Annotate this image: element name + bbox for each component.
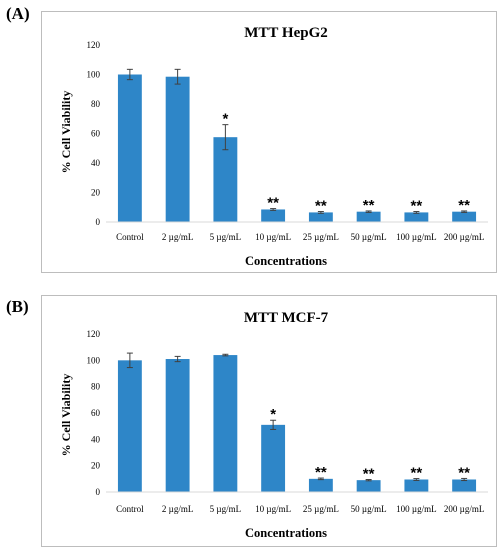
chart-frame [41,295,497,547]
error-bar [222,124,229,151]
y-tick-label: 60 [91,408,101,418]
chart-title: MTT HepG2 [244,25,327,41]
error-bar [126,68,133,81]
category-label: 5 µg/mL [210,504,241,514]
significance-marker: ** [363,197,375,214]
y-axis-label: % Cell Viability [59,91,73,174]
category-label: 50 µg/mL [351,504,387,514]
bar [452,211,477,222]
y-tick-label: 20 [91,461,101,471]
y-tick-label: 80 [91,99,101,109]
error-bar [126,352,133,369]
error-bar [461,210,468,213]
bar [452,479,477,492]
significance-marker: ** [411,465,423,482]
error-bar [461,477,468,482]
y-tick-label: 20 [91,188,101,198]
significance-marker: ** [267,195,279,212]
category-label: 5 µg/mL [210,232,241,242]
error-bar [317,211,324,214]
y-tick-label: 0 [96,487,101,497]
category-label: 10 µg/mL [255,232,291,242]
error-bar [174,68,181,85]
significance-markers: *** ** ** ** [270,406,470,482]
significance-marker: ** [363,465,375,482]
error-bar [365,210,372,213]
category-labels: Control 2 µg/mL 5 µg/mL 10 µg/mL 25 µg/mL 50 … [116,504,484,514]
category-label: 50 µg/mL [351,232,387,242]
y-tick-label: 80 [91,382,101,392]
y-tick-label: 0 [96,217,101,227]
bar [356,480,381,492]
bar [308,478,333,492]
category-label: 200 µg/mL [444,232,484,242]
bar [404,212,429,222]
bar [165,76,190,223]
category-labels: Control 2 µg/mL 5 µg/mL 10 µg/mL 25 µg/mL 50 … [116,232,484,242]
y-tick-label: 60 [91,129,101,139]
y-tick-label: 120 [87,40,101,50]
category-label: 10 µg/mL [255,504,291,514]
category-label: Control [116,504,144,514]
bar [356,211,381,222]
y-tick-label: 100 [87,355,101,365]
category-label: 25 µg/mL [303,504,339,514]
error-bars [126,352,468,482]
bars [117,355,477,492]
category-label: 100 µg/mL [396,232,436,242]
category-label: 25 µg/mL [303,232,339,242]
significance-marker: ** [411,198,423,215]
significance-marker: ** [315,464,327,481]
y-tick-label: 40 [91,158,101,168]
chart-frame [41,11,497,273]
x-axis-label: Concentrations [245,254,327,268]
y-axis-ticks: 0 20 40 60 80 100 120 [87,40,101,227]
error-bar [317,477,324,481]
significance-marker: * [222,111,228,128]
category-label: 200 µg/mL [444,504,484,514]
error-bar [270,208,277,211]
bars [117,74,477,223]
y-axis-ticks: 0 20 40 60 80 100 120 [87,329,101,497]
significance-marker: ** [458,197,470,214]
chart-hepg2: MTT HepG2 % Cell Viability Concentration… [41,11,497,273]
error-bar [222,353,229,357]
bar [404,479,429,492]
significance-marker: * [270,406,276,423]
panel-label-b: (B) [6,297,29,316]
chart-mcf7: MTT MCF-7 % Cell Viability Concentration… [41,295,497,547]
significance-marker: ** [315,198,327,215]
error-bar [174,355,181,363]
category-label: 2 µg/mL [162,504,193,514]
bar [261,424,286,492]
error-bar [270,419,277,430]
chart-title: MTT MCF-7 [244,310,329,326]
bar [117,74,142,222]
panel-label-a: (A) [6,4,30,23]
bar [308,212,333,222]
error-bar [413,211,420,214]
error-bar [365,478,372,482]
category-label: Control [116,232,144,242]
bar [261,209,286,222]
y-tick-label: 40 [91,434,101,444]
bar [213,355,238,492]
bar [165,359,190,492]
category-label: 2 µg/mL [162,232,193,242]
bar [117,360,142,492]
error-bars [126,68,468,214]
error-bar [413,478,420,481]
bar [213,137,238,222]
y-axis-label: % Cell Viability [59,374,73,457]
y-tick-label: 100 [87,70,101,80]
category-label: 100 µg/mL [396,504,436,514]
significance-marker: ** [458,464,470,481]
x-axis-label: Concentrations [245,526,327,540]
significance-markers: *** ** ** ** ** [222,111,470,215]
y-tick-label: 120 [87,329,101,339]
